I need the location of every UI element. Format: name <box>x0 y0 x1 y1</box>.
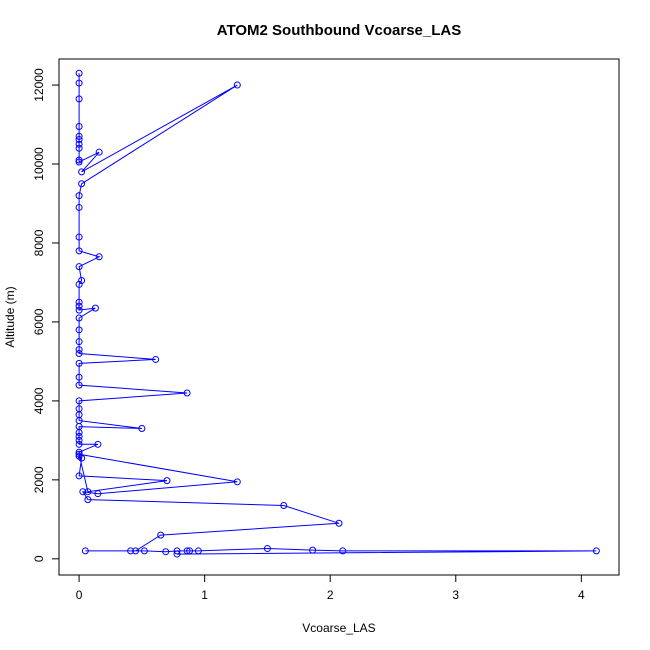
data-point <box>75 203 83 211</box>
data-point <box>75 373 83 381</box>
data-point <box>162 548 170 556</box>
data-point <box>78 168 86 176</box>
data-point <box>163 477 171 485</box>
x-tick-label: 3 <box>452 588 459 602</box>
data-point <box>75 346 83 354</box>
y-tick-label: 8000 <box>32 229 46 256</box>
data-point <box>75 432 83 440</box>
data-point <box>75 381 83 389</box>
data-point <box>280 502 288 510</box>
data-point <box>152 355 160 363</box>
data-point <box>186 547 194 555</box>
x-tick-label: 1 <box>201 588 208 602</box>
data-point <box>75 233 83 241</box>
x-axis: 0 1 2 3 4 <box>76 574 585 602</box>
chart-title: ATOM2 Southbound Vcoarse_LAS <box>217 22 461 39</box>
y-tick-label: 2000 <box>32 466 46 493</box>
data-point <box>173 547 181 555</box>
series-group <box>75 69 600 558</box>
data-point <box>339 547 347 555</box>
data-point <box>75 428 83 436</box>
data-point <box>75 472 83 480</box>
data-point <box>75 436 83 444</box>
data-point <box>75 338 83 346</box>
data-point <box>138 425 146 433</box>
data-point <box>75 123 83 131</box>
y-axis: 0 2000 4000 6000 8000 10000 12000 <box>32 68 60 562</box>
data-point <box>335 519 343 527</box>
y-tick-label: 0 <box>32 555 46 562</box>
data-point <box>75 69 83 77</box>
data-point <box>75 156 83 164</box>
series-line <box>78 73 597 555</box>
data-point <box>79 488 87 496</box>
data-point <box>94 490 102 498</box>
data-point <box>75 302 83 310</box>
y-tick-label: 4000 <box>32 387 46 414</box>
data-point <box>75 350 83 358</box>
data-point <box>91 304 99 312</box>
x-axis-label: Vcoarse_LAS <box>302 621 375 635</box>
data-point <box>81 547 89 555</box>
data-point <box>309 546 317 554</box>
data-point <box>95 253 103 261</box>
data-point <box>94 440 102 448</box>
data-point <box>75 306 83 314</box>
data-point <box>75 140 83 148</box>
x-tick-label: 2 <box>327 588 334 602</box>
data-point <box>78 180 86 188</box>
data-point <box>75 298 83 306</box>
data-point <box>75 263 83 271</box>
x-tick-label: 4 <box>578 588 585 602</box>
data-point <box>75 144 83 152</box>
data-point <box>127 547 135 555</box>
data-point <box>75 79 83 87</box>
y-tick-label: 10000 <box>32 147 46 181</box>
data-point <box>132 547 140 555</box>
y-tick-label: 6000 <box>32 308 46 335</box>
data-point <box>75 158 83 166</box>
data-point <box>75 326 83 334</box>
data-point <box>84 488 92 496</box>
data-point <box>95 148 103 156</box>
data-point <box>75 136 83 144</box>
data-point <box>194 547 202 555</box>
data-point <box>173 550 181 558</box>
data-point <box>75 359 83 367</box>
y-tick-label: 12000 <box>32 68 46 102</box>
data-point <box>75 247 83 255</box>
data-point <box>183 389 191 397</box>
data-point <box>75 95 83 103</box>
x-tick-label: 0 <box>76 588 83 602</box>
data-point <box>75 397 83 405</box>
data-point <box>75 450 83 458</box>
data-point <box>233 478 241 486</box>
data-point <box>75 132 83 140</box>
data-point <box>75 440 83 448</box>
data-point <box>75 280 83 288</box>
data-point <box>592 547 600 555</box>
data-point <box>233 81 241 89</box>
data-point <box>263 545 271 553</box>
data-point <box>84 496 92 504</box>
data-point <box>183 547 191 555</box>
data-point <box>157 531 165 539</box>
data-point <box>140 547 148 555</box>
data-point <box>75 314 83 322</box>
data-point <box>75 192 83 200</box>
y-axis-label: Altitude (m) <box>3 286 17 347</box>
data-point <box>75 448 83 456</box>
